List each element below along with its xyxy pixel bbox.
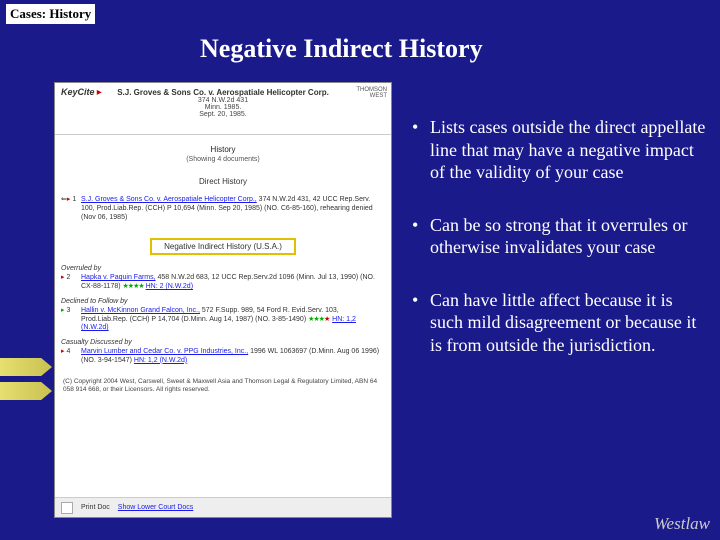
star-rating-icon: ★★★★ xyxy=(123,283,144,290)
bullet-text: Lists cases outside the direct appellate… xyxy=(430,116,708,184)
green-flag-icon: ▸ xyxy=(61,307,65,314)
star-rating-icon: ★★★ xyxy=(308,316,324,323)
case-cite: 374 N.W.2d 431 xyxy=(61,97,385,104)
history-item: ⇐▸ 1 S.J. Groves & Sons Co. v. Aerospati… xyxy=(55,194,391,224)
thomson-west-logo: THOMSON WEST xyxy=(356,87,387,99)
bullet-item: •Lists cases outside the direct appellat… xyxy=(412,116,708,184)
case-cite: Minn. 1985. xyxy=(61,104,385,111)
casualty-discussed-label: Casualty Discussed by xyxy=(55,335,391,346)
westlaw-logo: Westlaw xyxy=(654,514,710,534)
history-item: ▸ 3 Hallin v. McKinnon Grand Falcon, Inc… xyxy=(55,305,391,335)
arrow-icon xyxy=(0,358,52,376)
arrow-icon xyxy=(0,382,52,400)
case-cite: Sept. 20, 1985. xyxy=(61,111,385,118)
red-star-icon: ★ xyxy=(324,316,330,323)
declined-to-follow-label: Declined to Follow by xyxy=(55,294,391,305)
history-item: ▸ 2 Hapka v. Paquin Farms, 458 N.W.2d 68… xyxy=(55,272,391,294)
print-icon[interactable] xyxy=(61,502,73,514)
bullet-list: •Lists cases outside the direct appellat… xyxy=(412,116,708,386)
red-flag-icon: ▸ xyxy=(61,348,65,355)
overruled-by-label: Overruled by xyxy=(55,261,391,272)
red-flag-icon: ▸ xyxy=(61,274,65,281)
case-link[interactable]: Hallin v. McKinnon Grand Falcon, Inc., xyxy=(81,307,200,314)
history-item: ▸ 4 Marvin Lumber and Cedar Co. v. PPG I… xyxy=(55,346,391,368)
case-link[interactable]: S.J. Groves & Sons Co. v. Aerospatiale H… xyxy=(81,196,257,203)
case-link[interactable]: Marvin Lumber and Cedar Co. v. PPG Indus… xyxy=(81,348,248,355)
west-label: WEST xyxy=(356,93,387,99)
screenshot-footer: Print Doc Show Lower Court Docs xyxy=(55,497,391,517)
print-label: Print Doc xyxy=(81,504,110,511)
negative-indirect-history-label: Negative Indirect History (U.S.A.) xyxy=(150,238,296,255)
breadcrumb: Cases: History xyxy=(6,4,95,24)
headnote-link[interactable]: HN: 1,2 (N.W.2d) xyxy=(134,357,187,364)
case-link[interactable]: Hapka v. Paquin Farms, xyxy=(81,274,156,281)
red-flag-icon: ▸ xyxy=(67,196,71,203)
red-flag-icon: ▸ xyxy=(97,87,102,98)
bullet-dot-icon: • xyxy=(412,214,430,259)
bullet-text: Can have little affect because it is suc… xyxy=(430,289,708,357)
callout-arrows xyxy=(0,358,52,406)
screenshot-header: KeyCite ▸ THOMSON WEST S.J. Groves & Son… xyxy=(55,83,391,135)
keycite-logo: KeyCite xyxy=(61,87,95,97)
bullet-item: •Can have little affect because it is su… xyxy=(412,289,708,357)
bullet-dot-icon: • xyxy=(412,116,430,184)
show-lower-court-link[interactable]: Show Lower Court Docs xyxy=(118,504,193,511)
direct-history-label: Direct History xyxy=(55,177,391,186)
page-title: Negative Indirect History xyxy=(200,34,483,64)
bullet-text: Can be so strong that it overrules or ot… xyxy=(430,214,708,259)
showing-docs: (Showing 4 documents) xyxy=(55,156,391,163)
keycite-screenshot: KeyCite ▸ THOMSON WEST S.J. Groves & Son… xyxy=(54,82,392,518)
bullet-item: •Can be so strong that it overrules or o… xyxy=(412,214,708,259)
case-title: S.J. Groves & Sons Co. v. Aerospatiale H… xyxy=(61,88,385,97)
headnote-link[interactable]: HN: 2 (N.W.2d) xyxy=(146,283,193,290)
history-heading: History xyxy=(55,145,391,154)
copyright-text: (C) Copyright 2004 West, Carswell, Sweet… xyxy=(55,368,391,405)
bullet-dot-icon: • xyxy=(412,289,430,357)
